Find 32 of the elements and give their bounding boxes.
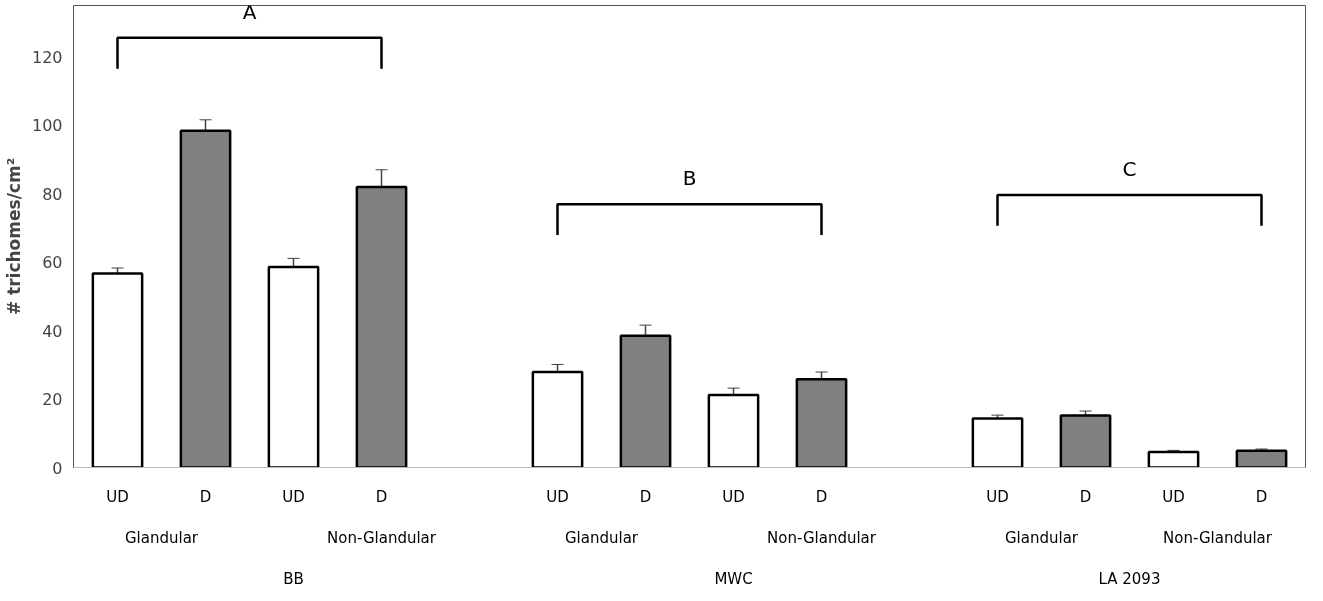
x-tick-label: D (199, 487, 212, 506)
text: MWC (714, 569, 753, 588)
text: LA 2093 (1098, 569, 1161, 588)
text: Non-Glandular (767, 528, 877, 547)
y-tick-label: 120 (31, 47, 63, 67)
x-tick-label: D (1255, 487, 1268, 506)
x-tick-label: UD (986, 487, 1009, 506)
y-tick-label: 100 (31, 116, 63, 136)
y-tick-label: 60 (42, 253, 63, 273)
text: Glandular (124, 528, 199, 547)
annotation: C (1122, 157, 1137, 182)
x-tick-label: UD (546, 487, 569, 506)
y-tick-label: 40 (42, 321, 63, 341)
x-tick-label: D (815, 487, 828, 506)
x-tick-label: D (639, 487, 652, 506)
annotation: A (242, 0, 257, 25)
y-tick-label: 20 (42, 390, 63, 410)
x-tick-label: UD (106, 487, 129, 506)
text: Non-Glandular (327, 528, 437, 547)
text: Glandular (1004, 528, 1079, 547)
y-axis-title: # trichomes/cm² (3, 157, 24, 316)
text: Glandular (564, 528, 639, 547)
y-tick-label: 80 (42, 184, 63, 204)
x-tick-label: UD (282, 487, 305, 506)
text: Non-Glandular (1163, 528, 1273, 547)
text: BB (283, 569, 304, 588)
x-tick-label: D (1079, 487, 1092, 506)
annotation: B (682, 166, 697, 191)
y-tick-label: 0 (52, 458, 63, 478)
x-tick-label: D (375, 487, 388, 506)
x-tick-label: UD (722, 487, 745, 506)
x-tick-label: UD (1162, 487, 1185, 506)
